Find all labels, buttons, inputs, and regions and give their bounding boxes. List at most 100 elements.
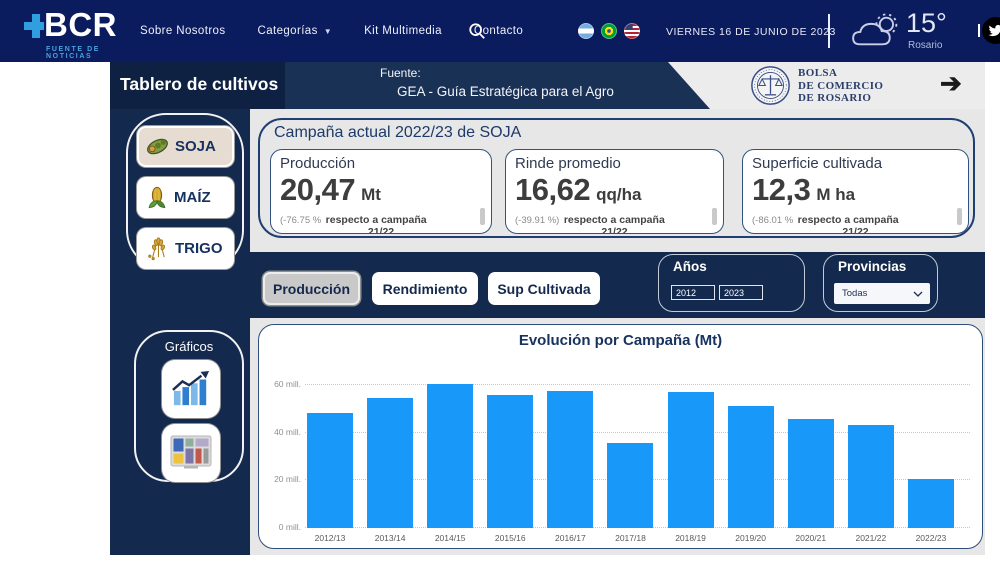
crop-label: MAÍZ <box>174 189 211 206</box>
nav-item-sobre-nosotros[interactable]: Sobre Nosotros <box>140 25 226 37</box>
logo-subtitle: FUENTE DE NOTICIAS <box>46 46 101 60</box>
bcr-logo[interactable]: BCR FUENTE DE NOTICIAS <box>14 6 134 60</box>
kpi-unit: Mt <box>361 185 381 204</box>
x-axis-category-label: 2014/15 <box>434 533 466 543</box>
crop-selector-group: SOJA MAÍZ TRIGO <box>126 113 244 270</box>
bar-slot: 2020/21 <box>787 383 834 543</box>
provinces-filter-group: Provincias Todas <box>823 254 938 312</box>
year-to-input[interactable] <box>719 285 763 300</box>
city-label: Rosario <box>908 40 943 51</box>
nav-item-kit-multimedia[interactable]: Kit Multimedia <box>364 25 442 37</box>
years-filter-group: Años <box>658 254 805 312</box>
bar-2020-21[interactable] <box>787 419 834 528</box>
scrollbar-thumb[interactable] <box>957 208 962 225</box>
bar-2017-18[interactable] <box>607 443 654 528</box>
partly-cloudy-icon <box>848 12 902 55</box>
provinces-label: Provincias <box>838 259 907 274</box>
chevron-down-icon <box>913 291 923 297</box>
kpi-group-title: Campaña actual 2022/23 de SOJA <box>274 124 522 141</box>
kpi-unit: M ha <box>816 185 856 204</box>
nav-item-contacto[interactable]: Contacto <box>474 25 523 37</box>
treemap-icon[interactable] <box>162 424 220 482</box>
wheat-icon <box>145 236 170 261</box>
nav-item-label: Categorías <box>257 25 318 37</box>
kpi-value: 12,3 <box>752 172 811 207</box>
bar-chart-icon[interactable] <box>162 360 220 418</box>
bolsa-brand-text: BOLSA DE COMERCIO DE ROSARIO <box>798 67 883 105</box>
bar-slot: 2021/22 <box>847 383 894 543</box>
y-axis-tick-label: 40 mill. <box>274 426 301 437</box>
metric-button-sup-cultivada[interactable]: Sup Cultivada <box>488 272 600 305</box>
bar-2018-19[interactable] <box>667 392 714 528</box>
brand-line: DE ROSARIO <box>798 92 872 104</box>
flag-usa-icon[interactable] <box>624 23 640 39</box>
bar-2013-14[interactable] <box>367 398 414 528</box>
x-axis-category-label: 2022/23 <box>915 533 947 543</box>
year-from-input[interactable] <box>671 285 715 300</box>
x-axis-category-label: 2016/17 <box>555 533 586 543</box>
kpi-delta: (-86.01 % <box>752 215 794 226</box>
twitter-icon[interactable] <box>982 17 1000 44</box>
crop-button-trigo[interactable]: TRIGO <box>137 228 234 269</box>
bar-slot: 2018/19 <box>667 383 714 543</box>
bar-slot: 2012/13 <box>307 383 353 543</box>
kpi-note-line2: 21/22 <box>842 226 869 234</box>
crop-label: SOJA <box>175 138 216 155</box>
kpi-card-producción: Producción 20,47 Mt (-76.75 % respecto a ca… <box>270 149 492 234</box>
x-axis-category-label: 2020/21 <box>795 533 827 543</box>
bar-2021-22[interactable] <box>847 425 894 528</box>
next-arrow-button[interactable]: ➔ <box>940 68 962 98</box>
bar-2016-17[interactable] <box>547 390 594 528</box>
logo-text: BCR <box>44 6 117 43</box>
x-axis-category-label: 2013/14 <box>374 533 406 543</box>
kpi-card-title: Rinde promedio <box>515 155 621 172</box>
page-title: Tablero de cultivos <box>120 74 279 94</box>
bolsa-seal-icon <box>750 65 791 111</box>
scrollbar-thumb[interactable] <box>480 208 485 225</box>
kpi-value: 20,47 <box>280 172 356 207</box>
soy-icon <box>145 134 170 159</box>
scrollbar-thumb[interactable] <box>712 208 717 225</box>
y-axis-tick-label: 0 mill. <box>278 522 301 532</box>
date-label: VIERNES 16 DE JUNIO DE 2023 <box>666 26 836 38</box>
chevron-down-icon: ▼ <box>323 26 333 36</box>
navbar-divider <box>828 14 830 48</box>
metric-button-producción[interactable]: Producción <box>263 272 360 305</box>
nav-item-label: Contacto <box>473 25 524 37</box>
graficos-label: Gráficos <box>164 339 214 354</box>
crop-button-soja[interactable]: SOJA <box>137 126 234 167</box>
nav-item-categorías[interactable]: Categorías ▼ <box>258 25 333 37</box>
bar-2015-16[interactable] <box>487 395 534 528</box>
metric-button-rendimiento[interactable]: Rendimiento <box>372 272 478 305</box>
search-icon[interactable] <box>468 22 486 40</box>
kpi-group: Campaña actual 2022/23 de SOJA Producció… <box>258 118 975 238</box>
flag-brazil-icon[interactable] <box>601 23 617 39</box>
graficos-group: Gráficos <box>134 330 244 482</box>
kpi-card-rinde-promedio: Rinde promedio 16,62 qq/ha (-39.91 %) respe… <box>505 149 724 234</box>
kpi-unit: qq/ha <box>596 185 642 204</box>
provinces-dropdown[interactable]: Todas <box>834 283 930 304</box>
top-navbar: BCR FUENTE DE NOTICIAS Sobre Nosotros Cat… <box>0 0 1000 62</box>
kpi-card-title: Producción <box>280 155 356 172</box>
kpi-note: respecto a campaña <box>563 214 665 226</box>
bar-2014-15[interactable] <box>427 384 474 528</box>
x-axis-category-label: 2021/22 <box>855 533 887 543</box>
flag-argentina-icon[interactable] <box>578 23 594 39</box>
crop-label: TRIGO <box>175 240 223 257</box>
dashboard: BOLSA DE COMERCIO DE ROSARIO ➔ Fuente: G… <box>110 62 985 555</box>
crop-sidebar: SOJA MAÍZ TRIGO Gráficos <box>110 109 250 555</box>
kpi-note-line2: 21/22 <box>367 226 395 234</box>
main-panel: Campaña actual 2022/23 de SOJA Producció… <box>250 109 985 555</box>
bar-slot: 2016/17 <box>547 383 594 543</box>
bar-2012-13[interactable] <box>307 412 353 528</box>
language-flags <box>578 23 640 39</box>
bar-slot: 2022/23 <box>907 383 954 543</box>
brand-line: DE COMERCIO <box>798 79 884 92</box>
evolution-chart-card: Evolución por Campaña (Mt) 0 mill. 20 mil… <box>258 324 983 549</box>
bar-2019-20[interactable] <box>727 405 774 528</box>
years-label: Años <box>673 259 707 274</box>
crop-button-maíz[interactable]: MAÍZ <box>137 177 234 218</box>
source-value: GEA - Guía Estratégica para el Agro <box>397 84 614 99</box>
bar-2022-23[interactable] <box>907 479 954 528</box>
gridline <box>305 431 970 433</box>
